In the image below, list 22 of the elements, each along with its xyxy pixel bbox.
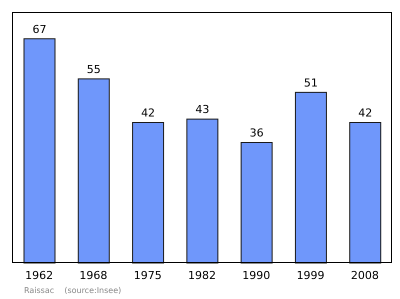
bar bbox=[78, 78, 110, 264]
bar bbox=[186, 118, 218, 264]
x-tick-label: 1982 bbox=[188, 268, 216, 282]
x-tick-label: 1962 bbox=[25, 268, 54, 282]
data-label: 55 bbox=[86, 62, 101, 76]
x-tick-label: 1975 bbox=[134, 268, 162, 282]
bar bbox=[294, 92, 327, 264]
data-label: 42 bbox=[358, 106, 372, 120]
data-label: 43 bbox=[195, 103, 210, 116]
data-label: 51 bbox=[304, 76, 318, 90]
bar bbox=[24, 38, 56, 264]
bar bbox=[132, 122, 164, 264]
x-tick-label: 1990 bbox=[242, 268, 270, 282]
data-label: 42 bbox=[141, 106, 156, 120]
bar bbox=[349, 122, 382, 264]
data-label: 36 bbox=[250, 126, 264, 140]
x-tick-label: 1999 bbox=[296, 268, 325, 282]
data-label: 67 bbox=[32, 22, 46, 36]
x-tick-label: 2008 bbox=[350, 268, 379, 282]
text: Raissac (source:Insee) bbox=[24, 286, 122, 295]
x-tick-label: 1968 bbox=[79, 268, 108, 282]
bar bbox=[240, 142, 273, 264]
